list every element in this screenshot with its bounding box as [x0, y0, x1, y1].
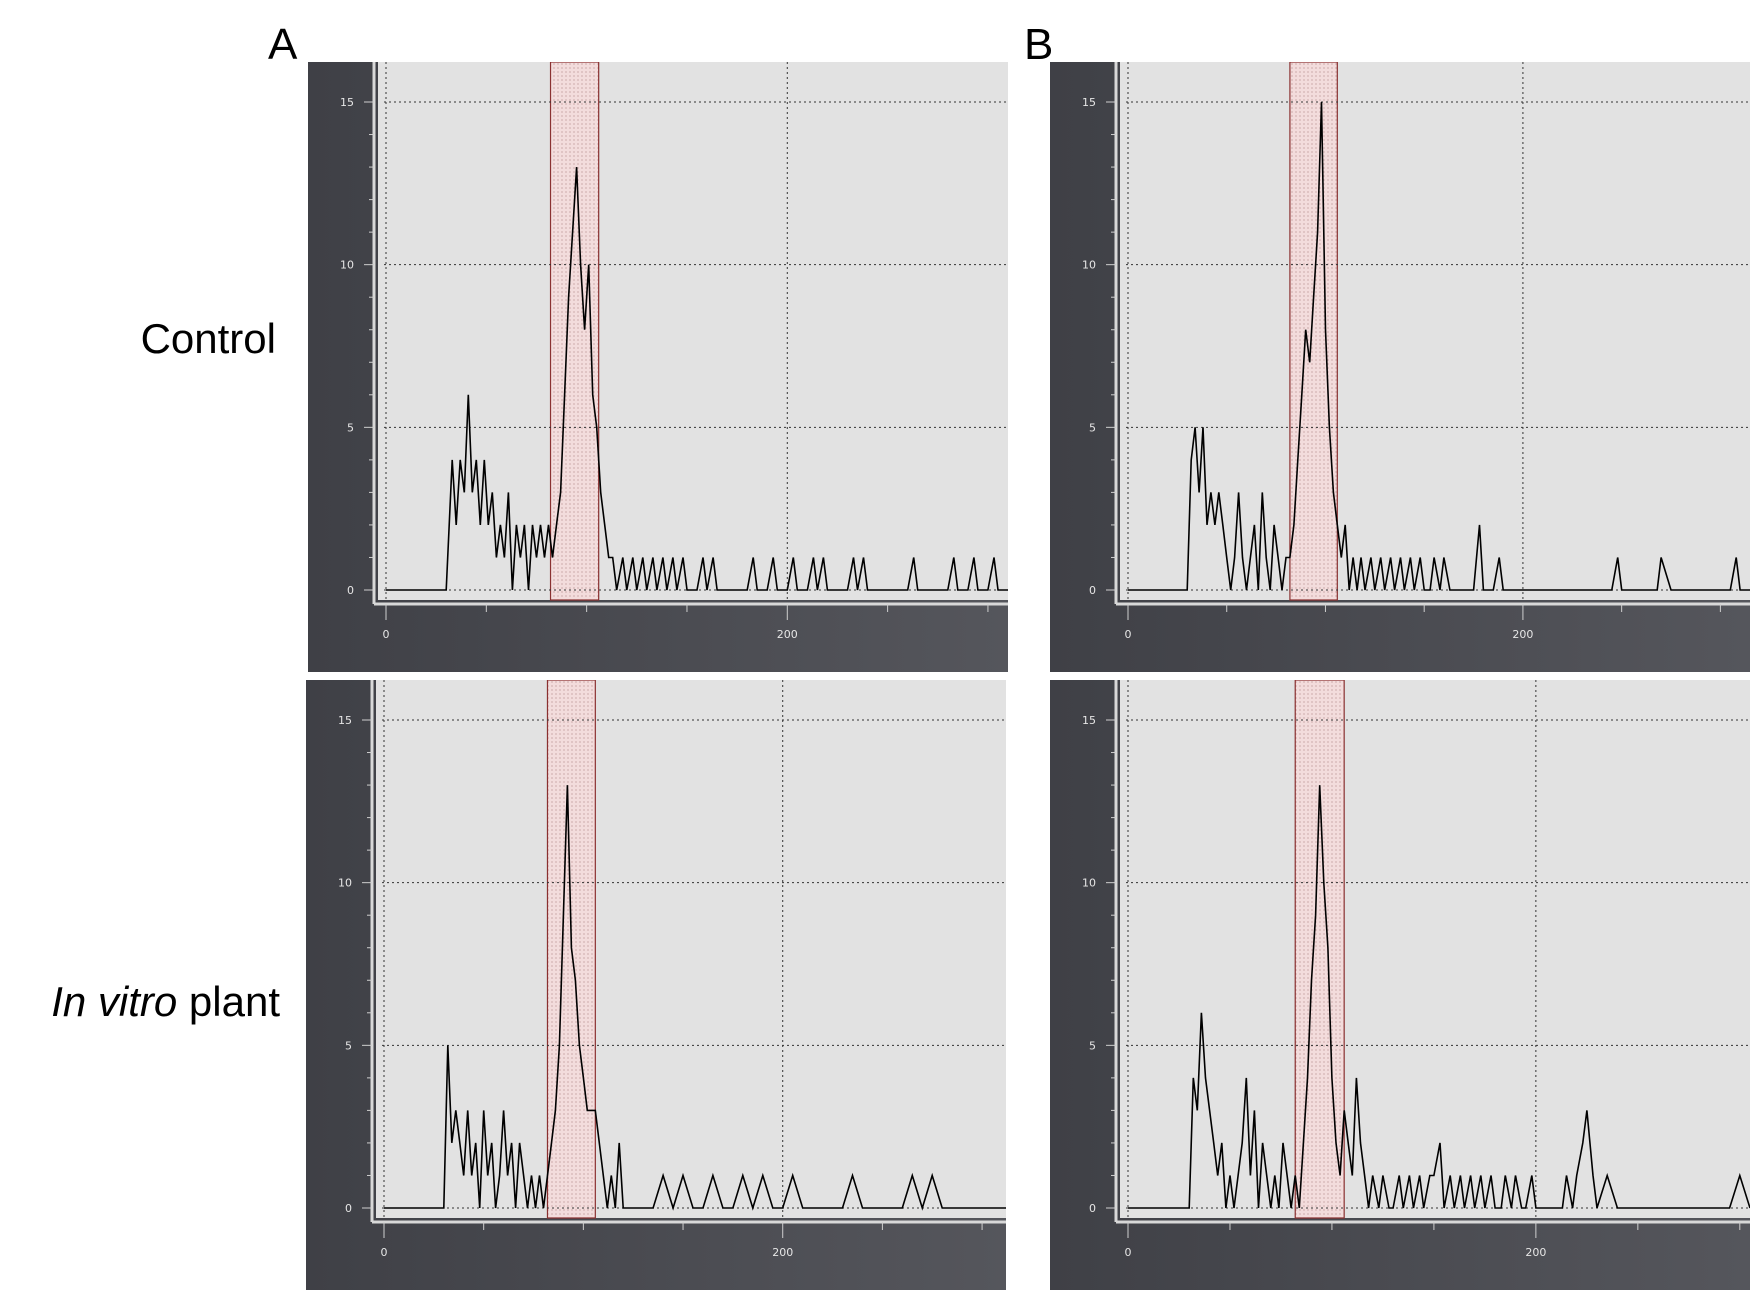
row-label-control: Control	[80, 315, 276, 363]
histogram-svg: 0 5 10 15 0 200	[306, 680, 1006, 1290]
x-tick-label: 0	[1125, 1246, 1132, 1259]
plot-background	[378, 62, 1008, 600]
y-tick-label: 5	[1089, 1039, 1096, 1052]
y-tick-label: 10	[338, 877, 352, 890]
histogram-trace	[386, 167, 1008, 591]
plot-background	[1120, 62, 1750, 600]
gate-region	[1294, 680, 1345, 1219]
panel-b-invitro: 0 5 10 15 0 200	[1050, 680, 1750, 1290]
y-tick-label: 15	[1082, 96, 1096, 109]
x-tick-label: 200	[772, 1246, 793, 1259]
row-label-control-text: Control	[140, 315, 276, 362]
y-tick-label: 10	[1082, 259, 1096, 272]
y-tick-label: 5	[1089, 421, 1096, 434]
column-label-b: B	[1024, 20, 1054, 69]
y-tick-label: 15	[1082, 714, 1096, 727]
y-tick-label: 0	[1089, 584, 1096, 597]
plot-background	[376, 680, 1006, 1218]
row-label-invitro-text: plant	[177, 978, 280, 1025]
row-label-invitro-italic: In vitro	[51, 978, 178, 1025]
histogram-svg: 0 5 10 15 0 200	[1050, 680, 1750, 1290]
histogram-svg: 0 5 10 15 0 200	[308, 62, 1008, 672]
y-tick-label: 10	[340, 259, 354, 272]
histogram-trace	[384, 785, 1006, 1211]
y-tick-label: 0	[345, 1202, 352, 1215]
histogram-svg: 0 5 10 15 0 200	[1050, 62, 1750, 672]
y-tick-label: 10	[1082, 877, 1096, 890]
panel-a-control: 0 5 10 15 0 200	[308, 62, 1008, 672]
column-label-a: A	[268, 20, 298, 69]
y-tick-label: 15	[338, 714, 352, 727]
gate-region	[1289, 62, 1338, 601]
x-tick-label: 0	[383, 628, 390, 641]
histogram-trace	[1128, 101, 1750, 591]
x-tick-label: 0	[1125, 628, 1132, 641]
x-tick-label: 200	[1525, 1246, 1546, 1259]
y-tick-label: 5	[347, 421, 354, 434]
panel-b-control: 0 5 10 15 0 200	[1050, 62, 1750, 672]
y-tick-label: 0	[347, 584, 354, 597]
x-tick-label: 200	[1512, 628, 1533, 641]
panel-a-invitro: 0 5 10 15 0 200	[306, 680, 1006, 1290]
histogram-trace	[1128, 785, 1750, 1209]
plot-background	[1120, 680, 1750, 1218]
y-tick-label: 15	[340, 96, 354, 109]
x-tick-label: 200	[777, 628, 798, 641]
y-tick-label: 0	[1089, 1202, 1096, 1215]
x-tick-label: 0	[381, 1246, 388, 1259]
y-tick-label: 5	[345, 1039, 352, 1052]
row-label-invitro: In vitro plant	[10, 978, 280, 1026]
